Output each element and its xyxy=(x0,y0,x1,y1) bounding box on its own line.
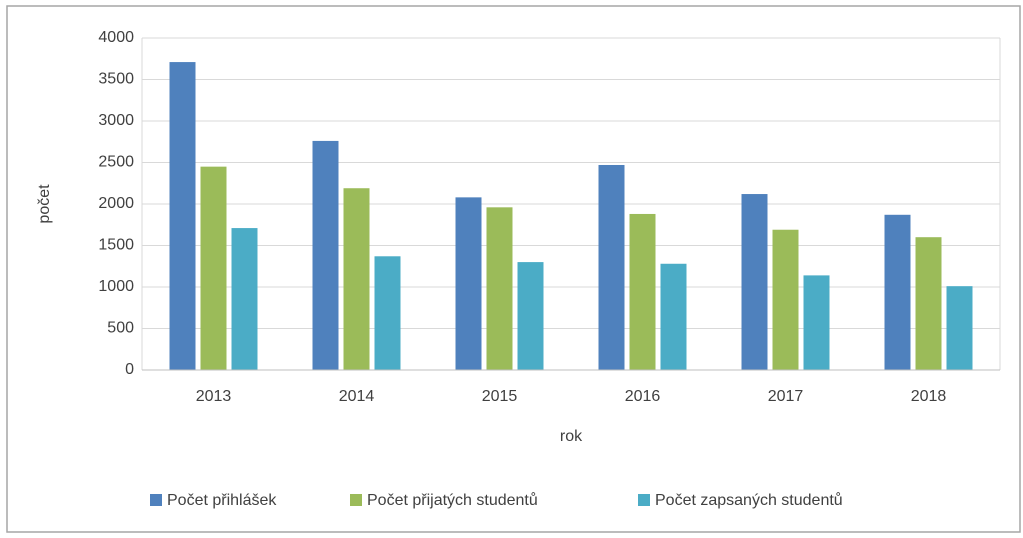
bar xyxy=(915,237,942,370)
legend-label: Počet přihlášek xyxy=(167,492,277,509)
legend-swatch xyxy=(638,494,650,506)
y-tick-label: 1000 xyxy=(98,278,134,295)
bar xyxy=(486,207,513,370)
bar xyxy=(343,188,370,370)
legend-swatch xyxy=(350,494,362,506)
x-axis-label: rok xyxy=(560,428,583,445)
bar xyxy=(200,166,227,370)
bar xyxy=(660,263,687,370)
bar xyxy=(741,194,768,370)
y-tick-label: 3000 xyxy=(98,112,134,129)
legend-label: Počet přijatých studentů xyxy=(367,491,538,509)
chart-frame xyxy=(6,5,1021,533)
legend-swatch xyxy=(150,494,162,506)
legend-label: Počet zapsaných studentů xyxy=(655,491,843,509)
y-tick-label: 1500 xyxy=(98,237,134,254)
x-tick-label: 2014 xyxy=(339,388,375,405)
y-tick-label: 4000 xyxy=(98,29,134,46)
y-tick-label: 0 xyxy=(125,361,134,378)
x-tick-label: 2015 xyxy=(482,388,518,405)
bar xyxy=(598,164,625,370)
bar xyxy=(231,228,258,370)
bar xyxy=(803,275,830,370)
y-tick-label: 2500 xyxy=(98,154,134,171)
x-tick-label: 2016 xyxy=(625,388,661,405)
bar xyxy=(169,62,196,370)
y-axis-label: počet xyxy=(36,184,53,224)
bar xyxy=(946,286,973,370)
bar xyxy=(312,140,339,370)
bar xyxy=(772,229,799,370)
bar xyxy=(629,213,656,370)
y-tick-label: 3500 xyxy=(98,71,134,88)
x-tick-label: 2013 xyxy=(196,388,232,405)
bar xyxy=(374,256,401,370)
y-tick-label: 2000 xyxy=(98,195,134,212)
x-tick-label: 2017 xyxy=(768,388,804,405)
bar xyxy=(455,197,482,370)
x-tick-label: 2018 xyxy=(911,388,947,405)
bar xyxy=(884,214,911,370)
y-tick-label: 500 xyxy=(107,320,134,337)
bar xyxy=(517,262,544,370)
